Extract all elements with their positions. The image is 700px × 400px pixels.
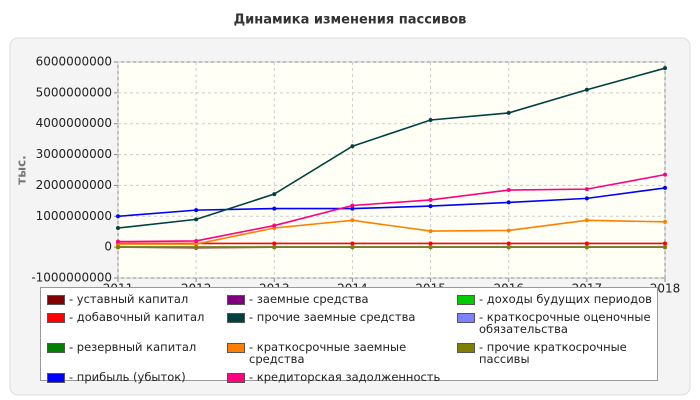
point (428, 118, 433, 123)
point (194, 217, 199, 222)
point (350, 206, 355, 211)
legend-swatch (227, 295, 245, 305)
legend-label: - краткосрочные оценочные обязательства (479, 310, 651, 336)
series-line (118, 219, 666, 245)
point (663, 245, 667, 250)
point (506, 245, 511, 250)
point (663, 219, 667, 224)
legend-item: - кредиторская задолженность (227, 371, 455, 383)
point (428, 241, 433, 246)
legend-label: - краткосрочные заемные средства (249, 340, 407, 366)
legend-item: - краткосрочные заемные средства (227, 341, 455, 365)
y-tick-label: 4000000000 (36, 116, 112, 130)
point (506, 241, 511, 246)
point (272, 245, 277, 250)
legend-swatch (47, 295, 65, 305)
point (663, 172, 667, 177)
point (272, 241, 277, 246)
legend-item: - прочие краткосрочные пассивы (457, 341, 653, 365)
legend-swatch (227, 343, 245, 353)
point (116, 214, 120, 219)
legend-label: - уставный капитал (69, 292, 189, 306)
legend-label: - прибыль (убыток) (69, 370, 186, 384)
point (272, 223, 277, 228)
legend-swatch (47, 373, 65, 383)
point (506, 188, 511, 193)
point (116, 239, 120, 244)
point (506, 200, 511, 205)
legend-label: - резервный капитал (69, 340, 197, 354)
point (506, 110, 511, 115)
point (350, 218, 355, 223)
y-tick-label: 1000000000 (36, 209, 112, 223)
point (272, 192, 277, 197)
legend-swatch (457, 343, 475, 353)
legend-item: - уставный капитал (47, 293, 225, 305)
point (584, 87, 589, 92)
legend-swatch (457, 295, 475, 305)
point (350, 144, 355, 149)
legend-item: - добавочный капитал (47, 311, 225, 335)
point (350, 203, 355, 208)
legend-item: - краткосрочные оценочные обязательства (457, 311, 653, 335)
plot-area (117, 61, 666, 279)
series-line (117, 187, 666, 218)
point (428, 229, 433, 234)
legend-label: - доходы будущих периодов (479, 292, 652, 306)
point (584, 187, 589, 192)
chart-title: Динамика изменения пассивов (234, 13, 467, 28)
legend-swatch (227, 373, 245, 383)
legend: - уставный капитал - добавочный капитал - … (40, 287, 658, 383)
point (116, 245, 120, 250)
legend-label: - прочие краткосрочные пассивы (479, 340, 627, 366)
legend-item: - заемные средства (227, 293, 455, 305)
y-tick-label: 6000000000 (36, 55, 112, 69)
legend-item: - резервный капитал (47, 341, 225, 365)
legend-label: - добавочный капитал (69, 310, 205, 324)
point (584, 196, 589, 201)
point (272, 206, 277, 211)
point (194, 245, 199, 250)
legend-swatch (47, 343, 65, 353)
legend-swatch (227, 313, 245, 323)
series-line (117, 173, 666, 243)
point (584, 218, 589, 223)
y-tick-label: 5000000000 (36, 85, 112, 99)
point (194, 238, 199, 243)
point (428, 204, 433, 209)
point (350, 241, 355, 246)
legend-label: - кредиторская задолженность (249, 370, 441, 384)
point (584, 241, 589, 246)
legend-item: - доходы будущих периодов (457, 293, 653, 305)
point (663, 241, 667, 246)
y-tick-label: 3000000000 (36, 147, 112, 161)
point (428, 245, 433, 250)
point (663, 185, 667, 190)
y-tick-label: 2000000000 (36, 178, 112, 192)
y-tick-label: -1000000000 (31, 271, 112, 285)
legend-swatch (47, 313, 65, 323)
y-tick-label: 0 (104, 240, 112, 254)
point (584, 245, 589, 250)
point (663, 66, 667, 71)
legend-item: - прибыль (убыток) (47, 371, 225, 383)
point (428, 197, 433, 202)
legend-label: - заемные средства (249, 292, 369, 306)
point (350, 245, 355, 250)
point (506, 228, 511, 233)
legend-swatch (457, 313, 475, 323)
point (116, 226, 120, 231)
legend-item: - прочие заемные средства (227, 311, 455, 335)
y-axis-label: тыс. (15, 155, 29, 184)
legend-label: - прочие заемные средства (249, 310, 416, 324)
series-line (117, 67, 666, 229)
point (194, 208, 199, 213)
point (194, 242, 199, 247)
